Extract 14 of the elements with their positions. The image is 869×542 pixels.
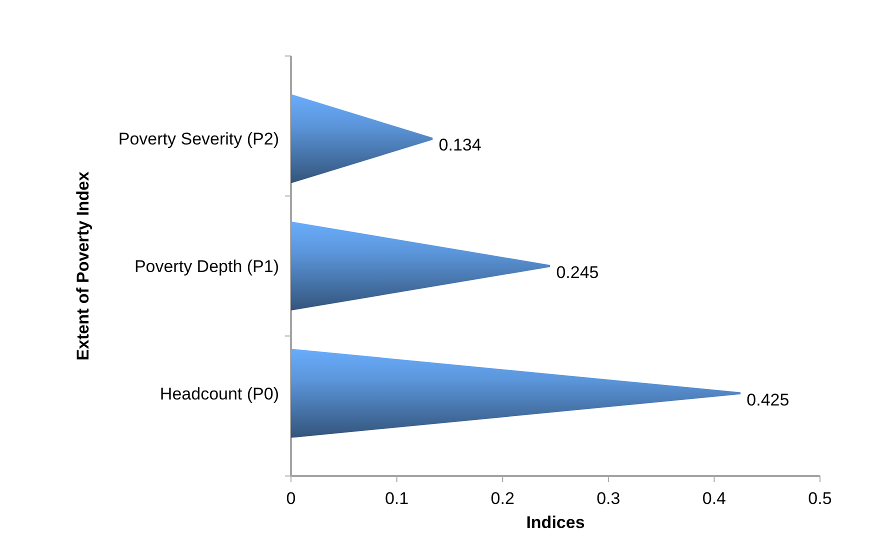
x-tick-label: 0 [286, 489, 296, 508]
x-axis-title: Indices [526, 513, 585, 532]
x-tick-label: 0.2 [490, 489, 514, 508]
y-axis-title: Extent of Poverty Index [73, 170, 92, 360]
x-tick-label: 0.5 [808, 489, 832, 508]
y-tick-label: Poverty Depth (P1) [134, 257, 279, 276]
y-tick-label: Headcount (P0) [160, 384, 279, 404]
x-tick-label: 0.1 [384, 489, 409, 508]
y-tick-label: Poverty Severity (P2) [118, 130, 279, 149]
x-tick-label: 0.4 [702, 489, 726, 508]
x-tick-label: 0.3 [596, 489, 620, 508]
data-label: 0.425 [746, 390, 790, 410]
data-label: 0.245 [556, 263, 599, 282]
data-label: 0.134 [438, 136, 482, 155]
